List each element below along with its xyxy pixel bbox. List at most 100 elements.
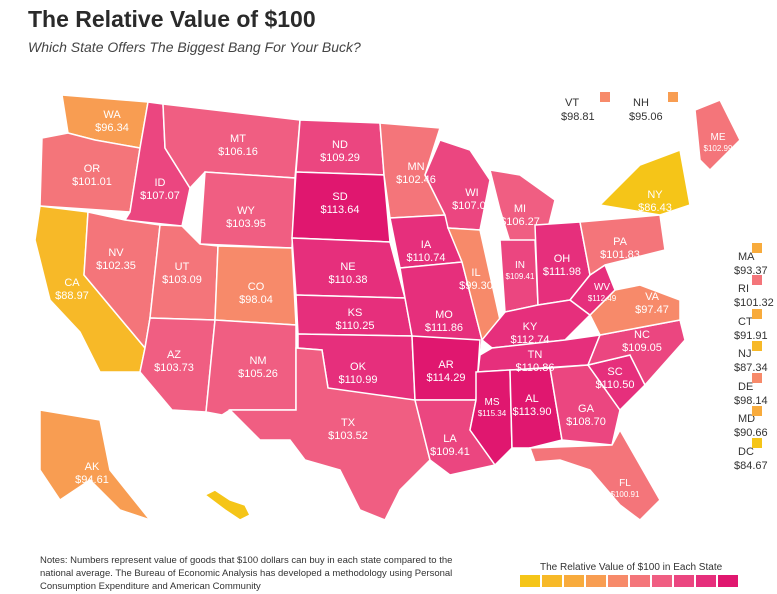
state-abbr-id: ID <box>155 177 166 189</box>
side-state-swatch-ma <box>752 243 762 253</box>
state-hi <box>203 489 252 521</box>
side-state-abbr-ct: CT <box>738 316 753 328</box>
state-tx <box>228 347 431 521</box>
side-state-abbr-dc: DC <box>738 446 754 458</box>
legend-swatch-9 <box>718 575 738 587</box>
legend-swatch-2 <box>564 575 584 587</box>
state-abbr-wi: WI <box>465 187 478 199</box>
state-abbr-hi: HI <box>217 519 228 531</box>
state-value-nm: $105.26 <box>238 368 278 380</box>
side-state-swatch-nj <box>752 341 762 351</box>
state-value-mt: $106.16 <box>218 146 258 158</box>
state-pa <box>579 214 666 277</box>
legend-swatch-7 <box>674 575 694 587</box>
state-abbr-nd: ND <box>332 139 348 151</box>
state-value-oh: $111.98 <box>543 266 581 278</box>
state-value-ca: $88.97 <box>55 290 89 302</box>
page-title: The Relative Value of $100 <box>28 6 316 32</box>
side-state-abbr-ma: MA <box>738 251 755 263</box>
state-value-al: $113.90 <box>513 406 552 418</box>
state-abbr-nv: NV <box>108 247 124 259</box>
state-ga <box>549 364 621 446</box>
state-value-ks: $110.25 <box>336 320 375 332</box>
state-abbr-la: LA <box>443 433 457 445</box>
state-abbr-ga: GA <box>578 403 595 415</box>
state-value-sc: $110.50 <box>596 379 635 391</box>
side-state-abbr-md: MD <box>738 413 755 425</box>
state-ak <box>39 409 153 522</box>
side-state-abbr-nj: NJ <box>738 348 751 360</box>
state-value-ky: $112.74 <box>511 334 550 346</box>
state-abbr-ut: UT <box>175 261 190 273</box>
state-value-nc: $109.05 <box>622 342 662 354</box>
state-abbr-ms: MS <box>485 397 500 408</box>
side-state-abbr-nh: NH <box>633 97 649 109</box>
state-value-wv: $112.49 <box>588 294 617 303</box>
side-state-value-nj: $87.34 <box>734 362 768 374</box>
state-value-mn: $102.46 <box>396 174 436 186</box>
state-value-or: $101.01 <box>72 176 112 188</box>
state-value-nv: $102.35 <box>96 260 136 272</box>
state-me <box>694 99 741 172</box>
side-state-swatch-de <box>752 373 762 383</box>
side-state-value-md: $90.66 <box>734 427 768 439</box>
legend-swatch-4 <box>608 575 628 587</box>
state-abbr-tx: TX <box>341 417 356 429</box>
state-abbr-mt: MT <box>230 133 246 145</box>
side-state-abbr-ri: RI <box>738 283 749 295</box>
state-value-ne: $110.38 <box>329 274 368 286</box>
state-value-mi: $106.27 <box>500 216 540 228</box>
state-abbr-ar: AR <box>438 359 453 371</box>
state-value-la: $109.41 <box>430 446 470 458</box>
state-abbr-az: AZ <box>167 349 181 361</box>
state-wv <box>568 263 616 316</box>
state-abbr-al: AL <box>525 393 538 405</box>
state-abbr-mn: MN <box>407 161 424 173</box>
state-abbr-nm: NM <box>249 355 266 367</box>
legend-swatch-8 <box>696 575 716 587</box>
side-state-value-de: $98.14 <box>734 395 768 407</box>
legend-swatch-1 <box>542 575 562 587</box>
state-abbr-nc: NC <box>634 329 650 341</box>
legend-swatch-3 <box>586 575 606 587</box>
state-abbr-va: VA <box>645 291 660 303</box>
state-value-sd: $113.64 <box>321 204 360 216</box>
side-state-swatch-ri <box>752 275 762 285</box>
side-state-value-dc: $84.67 <box>734 460 768 472</box>
state-value-fl: $100.91 <box>611 490 640 499</box>
state-abbr-co: CO <box>248 281 265 293</box>
state-abbr-wa: WA <box>103 109 121 121</box>
state-value-hi: $85.62 <box>205 532 239 544</box>
state-value-id: $107.07 <box>140 190 180 202</box>
state-abbr-sd: SD <box>332 191 347 203</box>
state-abbr-ca: CA <box>64 277 80 289</box>
side-state-abbr-de: DE <box>738 381 753 393</box>
state-abbr-me: ME <box>711 132 726 143</box>
state-abbr-ny: NY <box>647 189 663 201</box>
legend-color-scale <box>520 575 738 587</box>
state-value-tx: $103.52 <box>328 430 368 442</box>
side-state-value-vt: $98.81 <box>561 111 595 123</box>
state-abbr-mi: MI <box>514 203 526 215</box>
state-value-ga: $108.70 <box>566 416 606 428</box>
state-value-mo: $111.86 <box>425 322 463 334</box>
state-value-ny: $86.43 <box>638 202 672 214</box>
state-abbr-ak: AK <box>85 461 100 473</box>
side-state-value-ct: $91.91 <box>734 330 768 342</box>
state-value-ia: $110.74 <box>407 252 446 264</box>
state-value-wi: $107.07 <box>452 200 492 212</box>
side-state-value-ma: $93.37 <box>734 265 768 277</box>
side-state-swatch-dc <box>752 438 762 448</box>
state-abbr-wv: WV <box>594 282 610 293</box>
state-abbr-or: OR <box>84 163 101 175</box>
state-value-va: $97.47 <box>635 304 669 316</box>
state-value-az: $103.73 <box>154 362 194 374</box>
side-state-swatch-md <box>752 406 762 416</box>
state-value-il: $99.30 <box>459 280 493 292</box>
legend-swatch-0 <box>520 575 540 587</box>
state-abbr-wy: WY <box>237 205 255 217</box>
state-abbr-ne: NE <box>340 261 355 273</box>
state-value-tn: $110.86 <box>516 362 555 374</box>
side-state-value-nh: $95.06 <box>629 111 663 123</box>
state-value-ar: $114.29 <box>427 372 466 384</box>
